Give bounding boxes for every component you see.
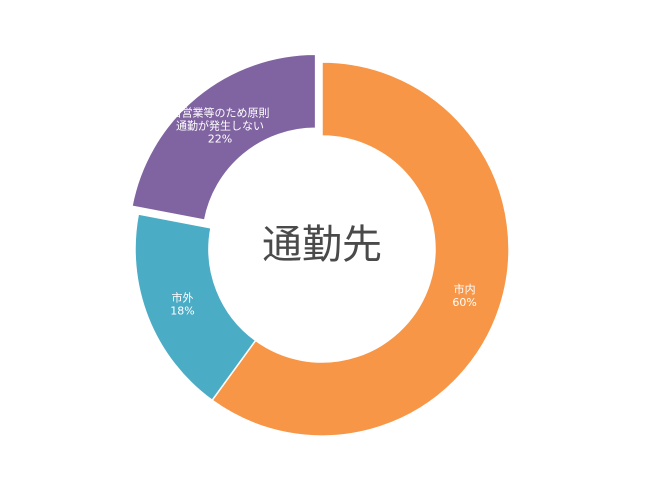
chart-labels: 市内 60% 市外 18% 自営業等のため原則通勤が発生しない 22% (170, 106, 477, 318)
slice-name: 市外 (172, 291, 194, 305)
slice-name: 通勤が発生しない (176, 119, 264, 133)
chart-title: 通勤先 (262, 222, 382, 268)
slice-name: 市内 (454, 282, 476, 296)
chart-slices (131, 53, 510, 437)
pie-slice (131, 53, 317, 221)
pie-slice (211, 61, 510, 437)
slice-label: 自営業等のため原則通勤が発生しない 22% (171, 106, 270, 146)
slice-percent: 60% (452, 296, 476, 309)
pie-slice (134, 213, 257, 402)
slice-label: 市外 18% (170, 291, 194, 318)
slice-percent: 18% (170, 305, 194, 318)
slice-percent: 22% (208, 133, 232, 146)
slice-label: 市内 60% (452, 282, 476, 309)
slice-name: 自営業等のため原則 (171, 106, 270, 120)
